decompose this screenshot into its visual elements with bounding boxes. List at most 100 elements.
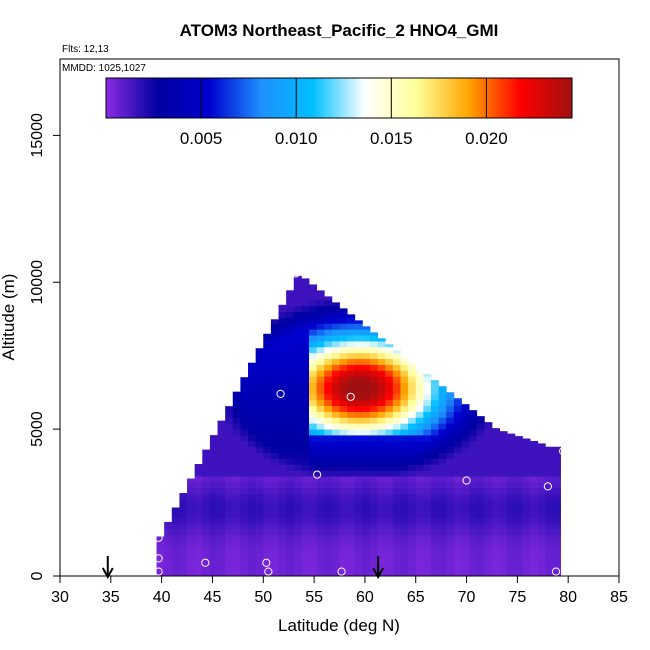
- field-cell: [331, 523, 340, 530]
- field-cell: [217, 487, 226, 495]
- field-cell: [530, 470, 539, 477]
- field-cell: [377, 364, 386, 371]
- field-cell: [278, 329, 287, 336]
- field-cell: [309, 558, 318, 565]
- field-cell: [286, 435, 295, 442]
- field-cell: [301, 317, 310, 324]
- field-cell: [423, 470, 432, 477]
- field-cell: [552, 493, 561, 501]
- field-cell: [255, 482, 264, 489]
- field-cell: [301, 570, 310, 577]
- field-cell: [438, 529, 447, 536]
- field-cell: [232, 511, 241, 518]
- field-cell: [194, 534, 203, 542]
- field-cell: [369, 487, 379, 495]
- field-cell: [301, 523, 310, 530]
- field-cell: [232, 458, 241, 465]
- field-cell: [514, 487, 523, 495]
- field-cell: [324, 552, 333, 559]
- field-cell: [385, 405, 394, 412]
- field-cell: [499, 431, 508, 436]
- field-cell: [316, 370, 325, 377]
- field-cell: [430, 540, 439, 548]
- field-cell: [484, 429, 493, 436]
- field-cell: [369, 417, 379, 424]
- field-cell: [522, 482, 531, 489]
- field-cell: [430, 405, 439, 412]
- field-cell: [369, 341, 379, 348]
- field-cell: [362, 552, 371, 559]
- field-cell: [347, 314, 356, 318]
- field-cell: [377, 393, 386, 401]
- field-cell: [309, 364, 318, 371]
- field-cell: [446, 558, 455, 565]
- field-cell: [293, 458, 302, 465]
- field-cell: [400, 382, 409, 389]
- field-cell: [209, 517, 218, 524]
- field-cell: [453, 552, 462, 559]
- field-cell: [476, 517, 485, 524]
- field-cell: [522, 476, 531, 483]
- field-cell: [552, 487, 561, 495]
- field-cell: [362, 435, 371, 442]
- field-cell: [339, 511, 348, 518]
- field-cell: [209, 476, 218, 483]
- field-cell: [446, 540, 455, 548]
- field-cell: [446, 446, 455, 454]
- field-cell: [499, 464, 508, 471]
- field-cell: [293, 323, 302, 330]
- field-cell: [530, 511, 539, 518]
- field-cell: [263, 399, 272, 407]
- field-cell: [385, 440, 394, 448]
- field-cell: [255, 388, 264, 395]
- field-cell: [309, 435, 318, 442]
- field-cell: [331, 470, 340, 477]
- field-cell: [423, 534, 432, 542]
- field-cell: [438, 564, 447, 571]
- field-cell: [530, 446, 539, 454]
- field-cell: [484, 423, 493, 430]
- field-cell: [377, 558, 386, 565]
- field-cell: [309, 552, 318, 559]
- field-cell: [286, 405, 295, 412]
- field-cell: [354, 364, 363, 371]
- field-cell: [438, 470, 447, 477]
- field-cell: [301, 294, 310, 301]
- field-cell: [278, 346, 287, 354]
- field-cell: [339, 464, 348, 471]
- field-cell: [263, 333, 272, 336]
- field-cell: [270, 558, 279, 565]
- field-cell: [476, 452, 485, 459]
- field-cell: [392, 376, 401, 383]
- field-cell: [255, 558, 264, 565]
- field-cell: [347, 470, 356, 477]
- field-cell: [400, 505, 409, 512]
- field-cell: [377, 546, 386, 553]
- field-cell: [446, 464, 455, 471]
- field-cell: [263, 376, 272, 383]
- field-cell: [430, 552, 439, 559]
- field-cell: [484, 540, 493, 548]
- field-cell: [354, 493, 363, 501]
- field-cell: [400, 464, 409, 471]
- field-cell: [423, 493, 432, 501]
- field-cell: [255, 435, 264, 442]
- field-cell: [293, 435, 302, 442]
- field-cell: [514, 476, 523, 483]
- field-cell: [278, 446, 287, 454]
- field-cell: [476, 482, 485, 489]
- field-cell: [316, 329, 325, 336]
- field-cell: [552, 558, 561, 565]
- field-cell: [347, 417, 356, 424]
- field-cell: [248, 511, 257, 518]
- field-cell: [392, 540, 401, 548]
- field-cell: [354, 529, 363, 536]
- field-cell: [263, 446, 272, 454]
- field-cell: [209, 564, 218, 571]
- field-cell: [499, 511, 508, 518]
- field-cell: [415, 429, 424, 436]
- field-cell: [278, 364, 287, 371]
- field-cell: [377, 423, 386, 430]
- field-cell: [309, 405, 318, 412]
